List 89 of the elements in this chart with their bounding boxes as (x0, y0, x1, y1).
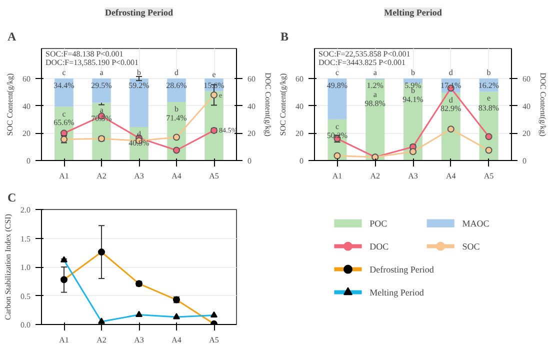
annotation: 82.9% (440, 104, 462, 114)
y-tick-label: 0.0 (20, 320, 30, 330)
annotation: c (335, 68, 340, 77)
annotation: 28.6% (166, 81, 188, 90)
annotation: 94.1% (402, 94, 424, 104)
legend-label: POC (370, 218, 388, 228)
y-tick-label: 0 (26, 156, 30, 166)
annotation: DOC:F=3443.825 P<0.001 (318, 58, 406, 68)
annotation: a (373, 90, 378, 100)
annotation: d (448, 68, 453, 77)
y-axis-title: Carbon Stabilization Index (CSI) (4, 214, 12, 320)
annotation: b (137, 68, 141, 77)
x-tick-label: A1 (59, 172, 69, 180)
y-axis-title: SOC Content(g/kg) (6, 72, 14, 136)
y-tick-label: 60 (296, 74, 304, 84)
x-tick-label: A1 (59, 336, 69, 344)
annotation: b (174, 104, 178, 114)
x-tick-label: A5 (209, 336, 219, 344)
annotation: 59.2% (128, 81, 150, 90)
annotation: 49.8% (326, 81, 348, 90)
y-tick-label: 20 (22, 129, 30, 138)
annotation: SOC:F=48.138 P<0.001 (46, 49, 124, 58)
x-tick-label: A4 (446, 172, 456, 180)
annotation: a (100, 105, 104, 114)
x-tick-label: A2 (96, 172, 106, 180)
annotation: 40.9% (128, 138, 150, 148)
annotation: 29.5% (91, 81, 112, 90)
y-tick-label: 20 (296, 129, 304, 138)
y-axis-title: SOC Content(g/kg) (278, 72, 288, 136)
y-tick-label: 0 (300, 156, 304, 166)
x-tick-label: A4 (172, 172, 182, 180)
y-tick-label: 40 (22, 102, 30, 111)
y-tick-label: 1.5 (20, 234, 30, 244)
annotation: a (100, 68, 104, 77)
legend-label: SOC (462, 241, 480, 252)
annotation: b (486, 68, 491, 77)
legend-label: DOC (370, 241, 389, 252)
annotation: 65.6% (54, 118, 75, 128)
y-tick-label: 2.0 (20, 206, 30, 214)
annotation: 83.8% (478, 103, 500, 112)
y-tick-label: 1.0 (20, 263, 30, 272)
y2-tick-label: 60 (248, 74, 256, 84)
annotation: d (174, 68, 178, 77)
annotation: 16.2% (478, 81, 500, 90)
y-tick-label: 60 (22, 74, 30, 84)
x-tick-label: A3 (134, 172, 144, 180)
x-tick-label: A4 (172, 336, 182, 344)
y2-tick-label: 40 (522, 102, 530, 111)
chart-title: Melting Period (384, 8, 442, 18)
legend-label: MAOC (462, 218, 490, 228)
y2-axis-title: DOC Content(g/kg) (538, 72, 548, 137)
x-tick-label: A5 (209, 172, 219, 180)
annotation: 50.2% (326, 130, 348, 140)
annotation: 17.1% (440, 81, 462, 90)
y2-tick-label: 60 (522, 74, 530, 84)
annotation: SOC:F=22,535.858 P<0.001 (318, 49, 410, 58)
annotation: b (411, 68, 415, 77)
text: C (8, 190, 16, 204)
y2-axis-title: DOC Content(g/kg) (264, 72, 272, 137)
text: B (280, 30, 289, 44)
annotation: 1.2% (366, 81, 384, 90)
annotation: a (373, 68, 378, 77)
legend-label: Defrosting Period (370, 264, 434, 274)
chart-title: Defrosting Period (104, 8, 174, 18)
annotation: e (212, 70, 216, 79)
annotation: c (335, 122, 340, 132)
y2-tick-label: 0 (248, 156, 252, 166)
x-tick-label: A2 (96, 336, 106, 344)
x-tick-label: A3 (408, 172, 418, 180)
annotation: c (62, 68, 66, 77)
annotation: d (448, 95, 453, 104)
x-tick-label: A3 (134, 336, 144, 344)
annotation: 34.4% (54, 81, 75, 90)
legend-label: Melting Period (370, 287, 424, 298)
y2-tick-label: 40 (248, 102, 256, 111)
y-tick-label: 40 (296, 102, 304, 111)
text: A (8, 30, 16, 44)
y-tick-label: 0.5 (20, 292, 30, 301)
x-tick-label: A2 (370, 172, 380, 180)
annotation: c (62, 109, 66, 118)
annotation: e (486, 93, 491, 102)
y2-tick-label: 20 (248, 129, 256, 138)
y2-tick-label: 20 (522, 129, 530, 138)
annotation: 71.4% (166, 114, 188, 123)
x-tick-label: A1 (332, 172, 342, 180)
annotation: 98.8% (364, 98, 386, 108)
y2-tick-label: 0 (522, 156, 526, 166)
x-tick-label: A5 (484, 172, 494, 180)
annotation: DOC:F=13,585.190 P<0.001 (46, 58, 139, 68)
